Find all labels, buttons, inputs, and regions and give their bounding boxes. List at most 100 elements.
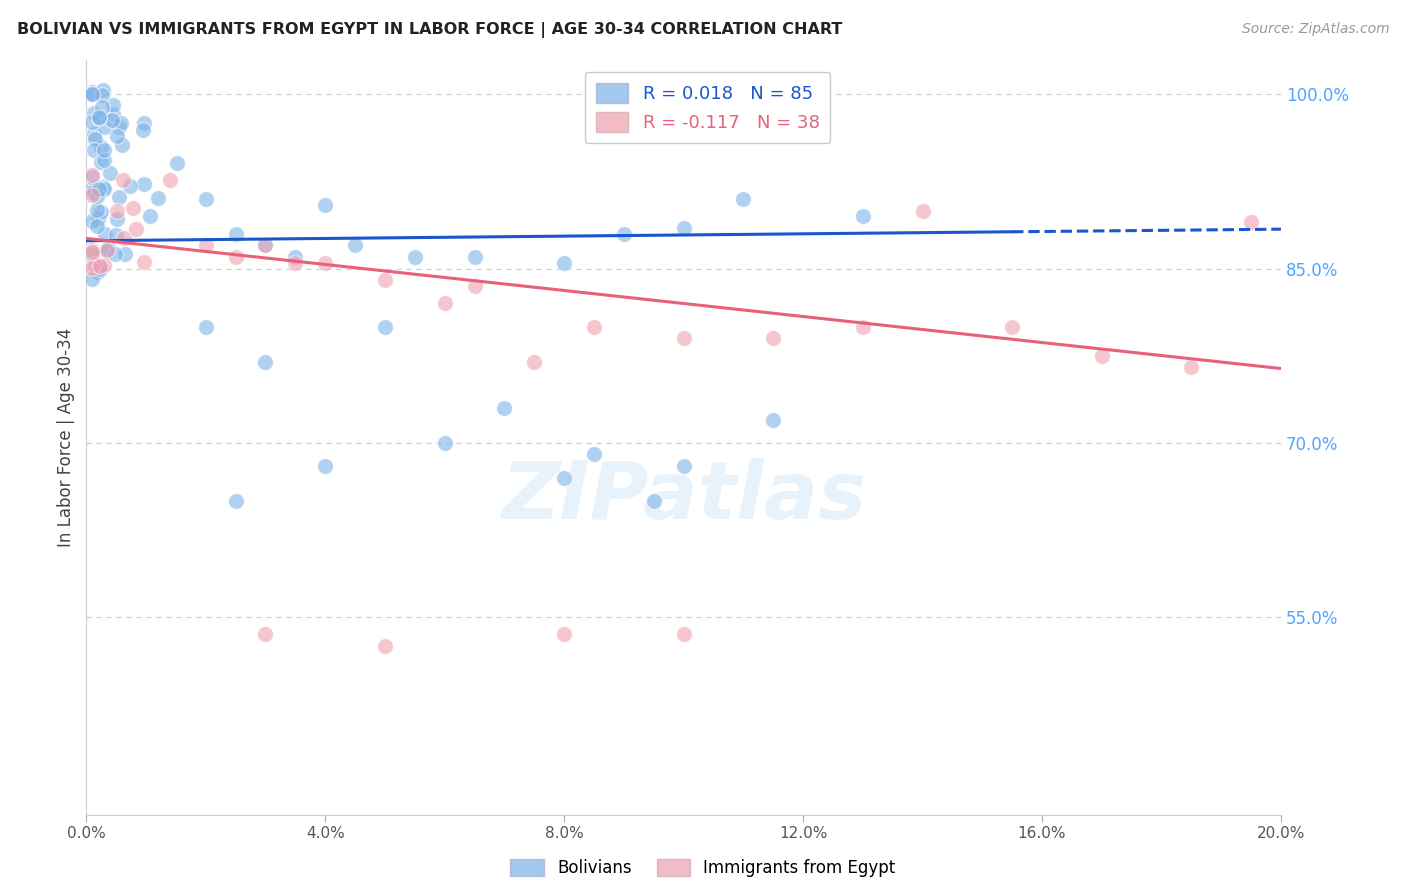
Point — [89, 259, 111, 273]
Point — [114, 247, 136, 261]
Point — [91, 180, 114, 194]
Point — [852, 319, 875, 334]
Point — [105, 212, 128, 227]
Point — [82, 169, 104, 183]
Point — [672, 221, 695, 235]
Point — [83, 127, 105, 141]
Point — [284, 256, 307, 270]
Point — [82, 245, 104, 260]
Point — [254, 627, 277, 641]
Point — [194, 192, 217, 206]
Point — [523, 354, 546, 368]
Point — [1240, 215, 1263, 229]
Point — [86, 265, 108, 279]
Point — [132, 178, 155, 192]
Point — [494, 401, 516, 415]
Point — [111, 172, 134, 186]
Point — [553, 471, 575, 485]
Point — [96, 243, 118, 257]
Point — [90, 205, 112, 219]
Point — [159, 172, 181, 186]
Point — [110, 116, 132, 130]
Legend: Bolivians, Immigrants from Egypt: Bolivians, Immigrants from Egypt — [503, 852, 903, 884]
Point — [374, 639, 396, 653]
Point — [87, 111, 110, 125]
Point — [82, 182, 104, 196]
Point — [762, 331, 785, 345]
Point — [82, 85, 104, 99]
Point — [94, 227, 117, 241]
Point — [344, 238, 367, 252]
Point — [146, 191, 169, 205]
Point — [93, 153, 115, 168]
Point — [82, 185, 104, 199]
Point — [91, 87, 114, 102]
Point — [284, 250, 307, 264]
Point — [101, 112, 124, 127]
Point — [89, 262, 111, 277]
Point — [82, 87, 104, 102]
Point — [111, 138, 134, 153]
Point — [87, 212, 110, 227]
Point — [672, 627, 695, 641]
Point — [194, 238, 217, 252]
Point — [553, 627, 575, 641]
Legend: R = 0.018   N = 85, R = -0.117   N = 38: R = 0.018 N = 85, R = -0.117 N = 38 — [585, 72, 831, 143]
Point — [90, 100, 112, 114]
Point — [166, 156, 188, 170]
Point — [121, 201, 143, 215]
Point — [852, 210, 875, 224]
Point — [89, 182, 111, 196]
Point — [225, 227, 247, 241]
Point — [97, 241, 120, 255]
Point — [90, 260, 112, 274]
Point — [89, 262, 111, 277]
Point — [132, 116, 155, 130]
Point — [87, 110, 110, 124]
Point — [132, 123, 155, 137]
Point — [86, 202, 108, 217]
Point — [103, 107, 125, 121]
Point — [90, 154, 112, 169]
Point — [553, 256, 575, 270]
Text: BOLIVIAN VS IMMIGRANTS FROM EGYPT IN LABOR FORCE | AGE 30-34 CORRELATION CHART: BOLIVIAN VS IMMIGRANTS FROM EGYPT IN LAB… — [17, 22, 842, 38]
Point — [104, 247, 127, 261]
Point — [93, 258, 115, 272]
Point — [91, 83, 114, 97]
Point — [762, 412, 785, 426]
Point — [374, 319, 396, 334]
Point — [82, 244, 104, 258]
Point — [1091, 349, 1114, 363]
Point — [733, 192, 755, 206]
Point — [93, 182, 115, 196]
Point — [582, 319, 605, 334]
Point — [82, 170, 104, 185]
Point — [433, 296, 456, 310]
Point — [374, 273, 396, 287]
Point — [83, 257, 105, 271]
Point — [1180, 360, 1202, 375]
Point — [911, 203, 934, 218]
Point — [125, 221, 148, 235]
Point — [86, 219, 108, 233]
Point — [314, 198, 336, 212]
Point — [82, 214, 104, 228]
Point — [82, 272, 104, 286]
Y-axis label: In Labor Force | Age 30-34: In Labor Force | Age 30-34 — [58, 327, 75, 547]
Point — [404, 250, 426, 264]
Point — [82, 188, 104, 202]
Point — [314, 256, 336, 270]
Point — [104, 227, 127, 242]
Point — [314, 459, 336, 474]
Point — [83, 105, 105, 120]
Point — [82, 260, 104, 275]
Point — [82, 246, 104, 260]
Point — [105, 129, 128, 144]
Point — [582, 448, 605, 462]
Point — [101, 98, 124, 112]
Point — [84, 131, 107, 145]
Point — [1001, 319, 1024, 334]
Point — [82, 87, 104, 101]
Point — [132, 254, 155, 268]
Point — [613, 227, 636, 241]
